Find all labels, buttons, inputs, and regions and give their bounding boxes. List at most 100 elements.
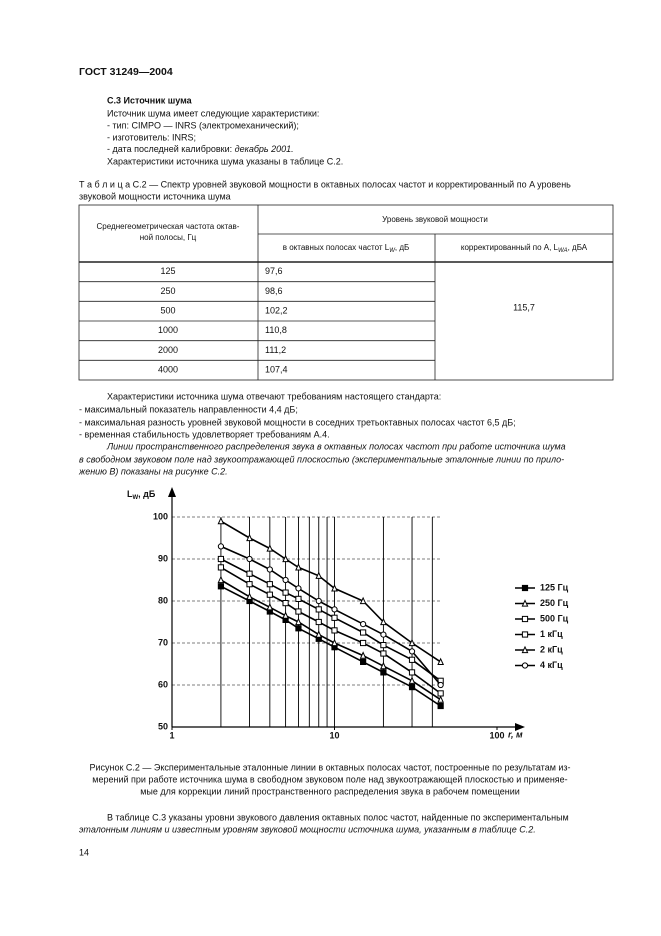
marker [380, 617, 387, 626]
text-line: Источник шума имеет следующие характерис… [107, 108, 319, 118]
marker [380, 669, 387, 676]
text-line: жению В) показаны на рисунке С.2. [78, 466, 228, 476]
table: Среднегеометрическая частота октав- ной … [78, 204, 614, 381]
figure-caption: мерений при работе источника шума в своб… [92, 774, 567, 784]
table-border [78, 204, 614, 381]
table-cell: 4000 [158, 365, 178, 375]
table-cell: 2000 [158, 345, 178, 355]
marker [408, 656, 416, 663]
marker [380, 650, 387, 657]
marker [295, 617, 302, 626]
text-line: - максимальный показатель направленности… [79, 404, 298, 414]
figure-caption: мые для коррекции линий пространственног… [140, 786, 520, 796]
text-line: Характеристики источника шума указаны в … [107, 156, 343, 166]
legend-marker [521, 662, 529, 669]
text-part: W [133, 495, 139, 501]
marker [217, 564, 225, 571]
table-caption: Т а б л и ц а С.2 — Спектр уровней звуко… [79, 179, 571, 189]
marker [282, 589, 289, 596]
marker [217, 516, 225, 525]
marker [282, 611, 289, 619]
table-header: корректированный по A, LWA, дБА [461, 243, 588, 253]
x-tick-label: 1 [169, 730, 174, 740]
marker [266, 566, 273, 573]
marker [408, 684, 416, 691]
table-header: Уровень звуковой мощности [382, 215, 488, 224]
table-cell: 98,6 [265, 286, 283, 296]
marker [246, 533, 253, 542]
text-part: декабрь 2001. [235, 144, 294, 154]
legend-marker [521, 615, 529, 623]
legend-label: 125 Гц [540, 582, 569, 592]
text-part: - дата последней калибровки: [107, 144, 235, 154]
x-tick-label: 10 [329, 730, 339, 740]
axis-arrow [515, 723, 525, 731]
legend-marker [521, 645, 529, 654]
marker [360, 629, 367, 636]
text-part: в октавных полосах частот L [283, 243, 390, 252]
y-tick-label: 50 [158, 721, 168, 731]
marker [217, 583, 225, 590]
marker [295, 625, 302, 632]
marker [295, 595, 302, 602]
marker [266, 581, 273, 588]
y-tick-label: 60 [158, 679, 168, 689]
marker [437, 702, 444, 710]
marker [246, 581, 253, 588]
page-number: 14 [79, 847, 89, 857]
text-part: L [127, 489, 133, 499]
marker [408, 676, 416, 684]
text-line: - изготовитель: INRS; [107, 132, 196, 142]
table-cell: 102,2 [265, 306, 288, 316]
legend-label: 250 Гц [540, 598, 569, 608]
legend-label: 4 кГц [540, 660, 563, 670]
marker [246, 592, 253, 600]
table-cell: 110,8 [265, 325, 287, 335]
table-header: в октавных полосах частот LW, дБ [283, 243, 410, 253]
marker [295, 563, 302, 571]
text-line: Линии пространственного распределения зв… [106, 441, 566, 451]
marker [331, 606, 338, 613]
text-part: WA [558, 248, 568, 254]
table-cell: 500 [160, 306, 175, 316]
marker [331, 584, 338, 592]
marker [315, 571, 323, 579]
marker [295, 608, 302, 615]
marker [331, 638, 338, 647]
table-cell: 250 [160, 286, 175, 296]
text-line: Характеристики источника шума отвечают т… [107, 391, 441, 401]
text-line: - дата последней калибровки: декабрь 200… [107, 144, 294, 154]
marker [359, 651, 367, 659]
marker [380, 642, 387, 649]
marker [360, 639, 367, 647]
text-part: , дБ [138, 489, 156, 499]
text-line: - временная стабильность удовлетворяет т… [79, 429, 330, 439]
marker [360, 658, 367, 665]
y-tick-label: 70 [158, 637, 168, 647]
marker [437, 681, 444, 689]
table-cell: 97,6 [265, 266, 283, 276]
text-part: , дБА [568, 243, 588, 252]
marker [380, 631, 387, 638]
table-header: ной полосы, Гц [140, 233, 197, 242]
marker [315, 606, 322, 613]
marker [266, 544, 274, 552]
marker [217, 575, 225, 584]
legend-label: 1 кГц [540, 629, 563, 639]
marker [217, 555, 225, 563]
marker [331, 627, 338, 634]
marker [315, 618, 322, 626]
table-cell: 107,4 [265, 365, 288, 375]
marker [246, 570, 253, 577]
legend-label: 500 Гц [540, 613, 569, 623]
marker [360, 621, 367, 628]
legend-label: 2 кГц [540, 644, 563, 654]
marker [437, 690, 444, 697]
y-tick-label: 90 [158, 553, 168, 563]
marker [331, 614, 338, 621]
marker [282, 576, 289, 584]
marker [315, 597, 322, 605]
section-title: С.3 Источник шума [107, 95, 193, 105]
table-header: Среднегеометрическая частота октав- [97, 222, 240, 231]
